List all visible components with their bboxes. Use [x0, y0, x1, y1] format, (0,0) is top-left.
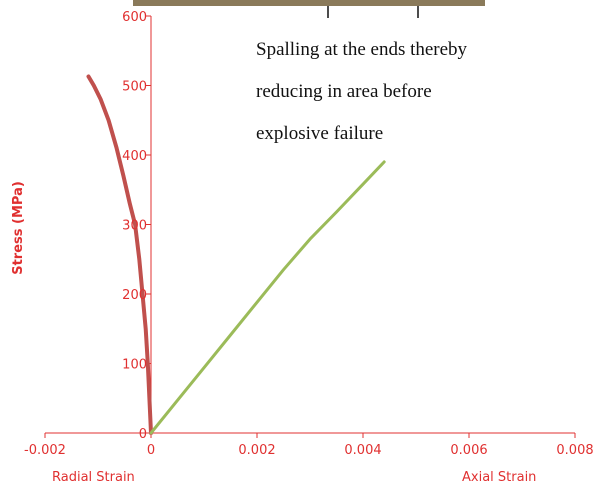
- x-tick-label: 0.002: [238, 443, 275, 458]
- y-tick-label: 100: [122, 358, 147, 373]
- x-axis-title-left: Radial Strain: [52, 470, 135, 485]
- y-tick-label: 200: [122, 288, 147, 303]
- y-tick-label: 600: [122, 10, 147, 25]
- annotation-line-2: reducing in area before: [256, 81, 432, 102]
- x-tick-label: 0.008: [556, 443, 593, 458]
- series-layer: [86, 74, 386, 435]
- radial-strain-line: [86, 74, 153, 435]
- axial-strain-line: [149, 160, 386, 435]
- x-tick-label: -0.002: [24, 443, 66, 458]
- x-axis-title-right: Axial Strain: [462, 470, 536, 485]
- x-tick-label: 0.006: [450, 443, 487, 458]
- photo-fragment: [133, 0, 485, 6]
- x-tick-label: 0: [147, 443, 155, 458]
- tick-labels: -0.002 0 0.002 0.004 0.006 0.008 0 100 200 300 400…: [24, 10, 594, 458]
- y-tick-label: 500: [122, 80, 147, 95]
- annotation-line-3: explosive failure: [256, 123, 383, 144]
- x-tick-label: 0.004: [344, 443, 381, 458]
- y-axis-title: Stress (MPa): [11, 181, 26, 275]
- y-tick-label: 400: [122, 149, 147, 164]
- annotation-line-1: Spalling at the ends thereby: [256, 39, 468, 60]
- y-tick-label: 300: [122, 219, 147, 234]
- y-tick-label: 0: [139, 427, 147, 442]
